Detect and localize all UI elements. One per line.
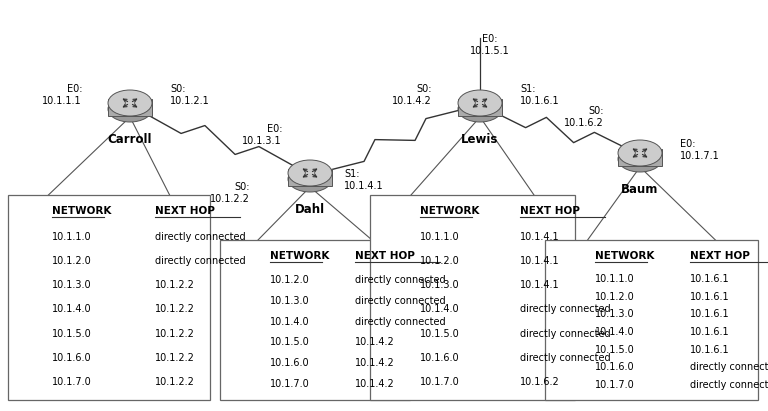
- Bar: [370, 195, 575, 400]
- Text: 10.1.2.0: 10.1.2.0: [270, 275, 310, 285]
- Text: 10.1.5.0: 10.1.5.0: [420, 329, 460, 339]
- Text: 10.1.6.1: 10.1.6.1: [690, 291, 730, 302]
- Text: 10.1.2.2: 10.1.2.2: [155, 353, 195, 363]
- Text: directly connected: directly connected: [155, 256, 246, 266]
- Text: 10.1.2.0: 10.1.2.0: [420, 256, 460, 266]
- Text: 10.1.6.1: 10.1.6.1: [690, 345, 730, 355]
- Text: NETWORK: NETWORK: [420, 206, 479, 216]
- Text: S1:
10.1.4.1: S1: 10.1.4.1: [344, 169, 384, 191]
- Text: 10.1.3.0: 10.1.3.0: [270, 296, 310, 306]
- Bar: [8, 195, 210, 400]
- Text: directly connected: directly connected: [155, 232, 246, 242]
- Ellipse shape: [458, 90, 502, 116]
- Text: 10.1.4.1: 10.1.4.1: [520, 232, 560, 242]
- Text: 10.1.5.0: 10.1.5.0: [595, 345, 634, 355]
- Text: NETWORK: NETWORK: [52, 206, 111, 216]
- Text: 10.1.6.2: 10.1.6.2: [520, 377, 560, 387]
- Text: 10.1.4.2: 10.1.4.2: [355, 337, 395, 347]
- Ellipse shape: [108, 90, 152, 116]
- Text: Dahl: Dahl: [295, 203, 325, 216]
- Text: 10.1.5.0: 10.1.5.0: [270, 337, 310, 347]
- Ellipse shape: [618, 140, 662, 166]
- Text: 10.1.6.1: 10.1.6.1: [690, 309, 730, 319]
- Text: NEXT HOP: NEXT HOP: [520, 206, 580, 216]
- Text: Carroll: Carroll: [108, 133, 152, 146]
- Text: 10.1.4.0: 10.1.4.0: [270, 316, 310, 327]
- Text: 10.1.4.0: 10.1.4.0: [595, 327, 634, 337]
- Text: E0:
10.1.3.1: E0: 10.1.3.1: [243, 124, 282, 146]
- Text: directly connected: directly connected: [520, 305, 611, 314]
- Bar: [288, 169, 332, 186]
- Text: 10.1.4.1: 10.1.4.1: [520, 256, 560, 266]
- Text: 10.1.2.0: 10.1.2.0: [52, 256, 91, 266]
- Text: 10.1.2.0: 10.1.2.0: [595, 291, 634, 302]
- Text: 10.1.4.2: 10.1.4.2: [355, 358, 395, 368]
- Ellipse shape: [288, 166, 332, 192]
- Text: 10.1.5.0: 10.1.5.0: [52, 329, 91, 339]
- Text: NEXT HOP: NEXT HOP: [155, 206, 215, 216]
- Text: directly connected: directly connected: [520, 329, 611, 339]
- Text: S1:
10.1.6.1: S1: 10.1.6.1: [520, 84, 560, 106]
- Text: S0:
10.1.2.2: S0: 10.1.2.2: [210, 182, 250, 204]
- Text: 10.1.7.0: 10.1.7.0: [420, 377, 460, 387]
- Text: NEXT HOP: NEXT HOP: [690, 251, 750, 261]
- Text: 10.1.6.0: 10.1.6.0: [595, 363, 634, 372]
- Text: directly connected: directly connected: [690, 363, 768, 372]
- Text: 10.1.7.0: 10.1.7.0: [52, 377, 91, 387]
- Text: S0:
10.1.4.2: S0: 10.1.4.2: [392, 84, 432, 106]
- Bar: [220, 240, 410, 400]
- Text: 10.1.3.0: 10.1.3.0: [52, 280, 91, 290]
- Text: 10.1.3.0: 10.1.3.0: [595, 309, 634, 319]
- Text: directly connected: directly connected: [355, 275, 445, 285]
- Text: 10.1.7.0: 10.1.7.0: [595, 380, 634, 390]
- Text: 10.1.4.0: 10.1.4.0: [420, 305, 459, 314]
- Text: Baum: Baum: [621, 183, 659, 196]
- Text: 10.1.1.0: 10.1.1.0: [420, 232, 459, 242]
- Text: E0:
10.1.7.1: E0: 10.1.7.1: [680, 139, 720, 161]
- Text: 10.1.6.0: 10.1.6.0: [270, 358, 310, 368]
- Text: directly connected: directly connected: [355, 296, 445, 306]
- Ellipse shape: [618, 146, 662, 172]
- Ellipse shape: [458, 96, 502, 122]
- Text: S0:
10.1.6.2: S0: 10.1.6.2: [564, 106, 604, 128]
- Text: E0:
10.1.1.1: E0: 10.1.1.1: [42, 84, 82, 106]
- Text: 10.1.6.1: 10.1.6.1: [690, 274, 730, 284]
- Text: 10.1.2.2: 10.1.2.2: [155, 280, 195, 290]
- Text: NEXT HOP: NEXT HOP: [355, 251, 415, 261]
- Text: 10.1.4.2: 10.1.4.2: [355, 379, 395, 389]
- Text: 10.1.6.0: 10.1.6.0: [52, 353, 91, 363]
- Text: E0:
10.1.5.1: E0: 10.1.5.1: [470, 34, 510, 56]
- Bar: [545, 240, 758, 400]
- Text: directly connected: directly connected: [690, 380, 768, 390]
- Text: 10.1.6.0: 10.1.6.0: [420, 353, 459, 363]
- Text: Lewis: Lewis: [462, 133, 498, 146]
- Ellipse shape: [288, 160, 332, 186]
- Text: 10.1.6.1: 10.1.6.1: [690, 327, 730, 337]
- Bar: [618, 149, 662, 166]
- Text: NETWORK: NETWORK: [595, 251, 654, 261]
- Text: 10.1.1.0: 10.1.1.0: [52, 232, 91, 242]
- Bar: [458, 99, 502, 116]
- Text: 10.1.2.2: 10.1.2.2: [155, 377, 195, 387]
- Ellipse shape: [108, 96, 152, 122]
- Text: directly connected: directly connected: [520, 353, 611, 363]
- Text: 10.1.7.0: 10.1.7.0: [270, 379, 310, 389]
- Text: 10.1.4.0: 10.1.4.0: [52, 305, 91, 314]
- Text: 10.1.3.0: 10.1.3.0: [420, 280, 459, 290]
- Text: 10.1.1.0: 10.1.1.0: [595, 274, 634, 284]
- Text: S0:
10.1.2.1: S0: 10.1.2.1: [170, 84, 210, 106]
- Text: directly connected: directly connected: [355, 316, 445, 327]
- Text: NETWORK: NETWORK: [270, 251, 329, 261]
- Text: 10.1.2.2: 10.1.2.2: [155, 329, 195, 339]
- Bar: [108, 99, 152, 116]
- Text: 10.1.2.2: 10.1.2.2: [155, 305, 195, 314]
- Text: 10.1.4.1: 10.1.4.1: [520, 280, 560, 290]
